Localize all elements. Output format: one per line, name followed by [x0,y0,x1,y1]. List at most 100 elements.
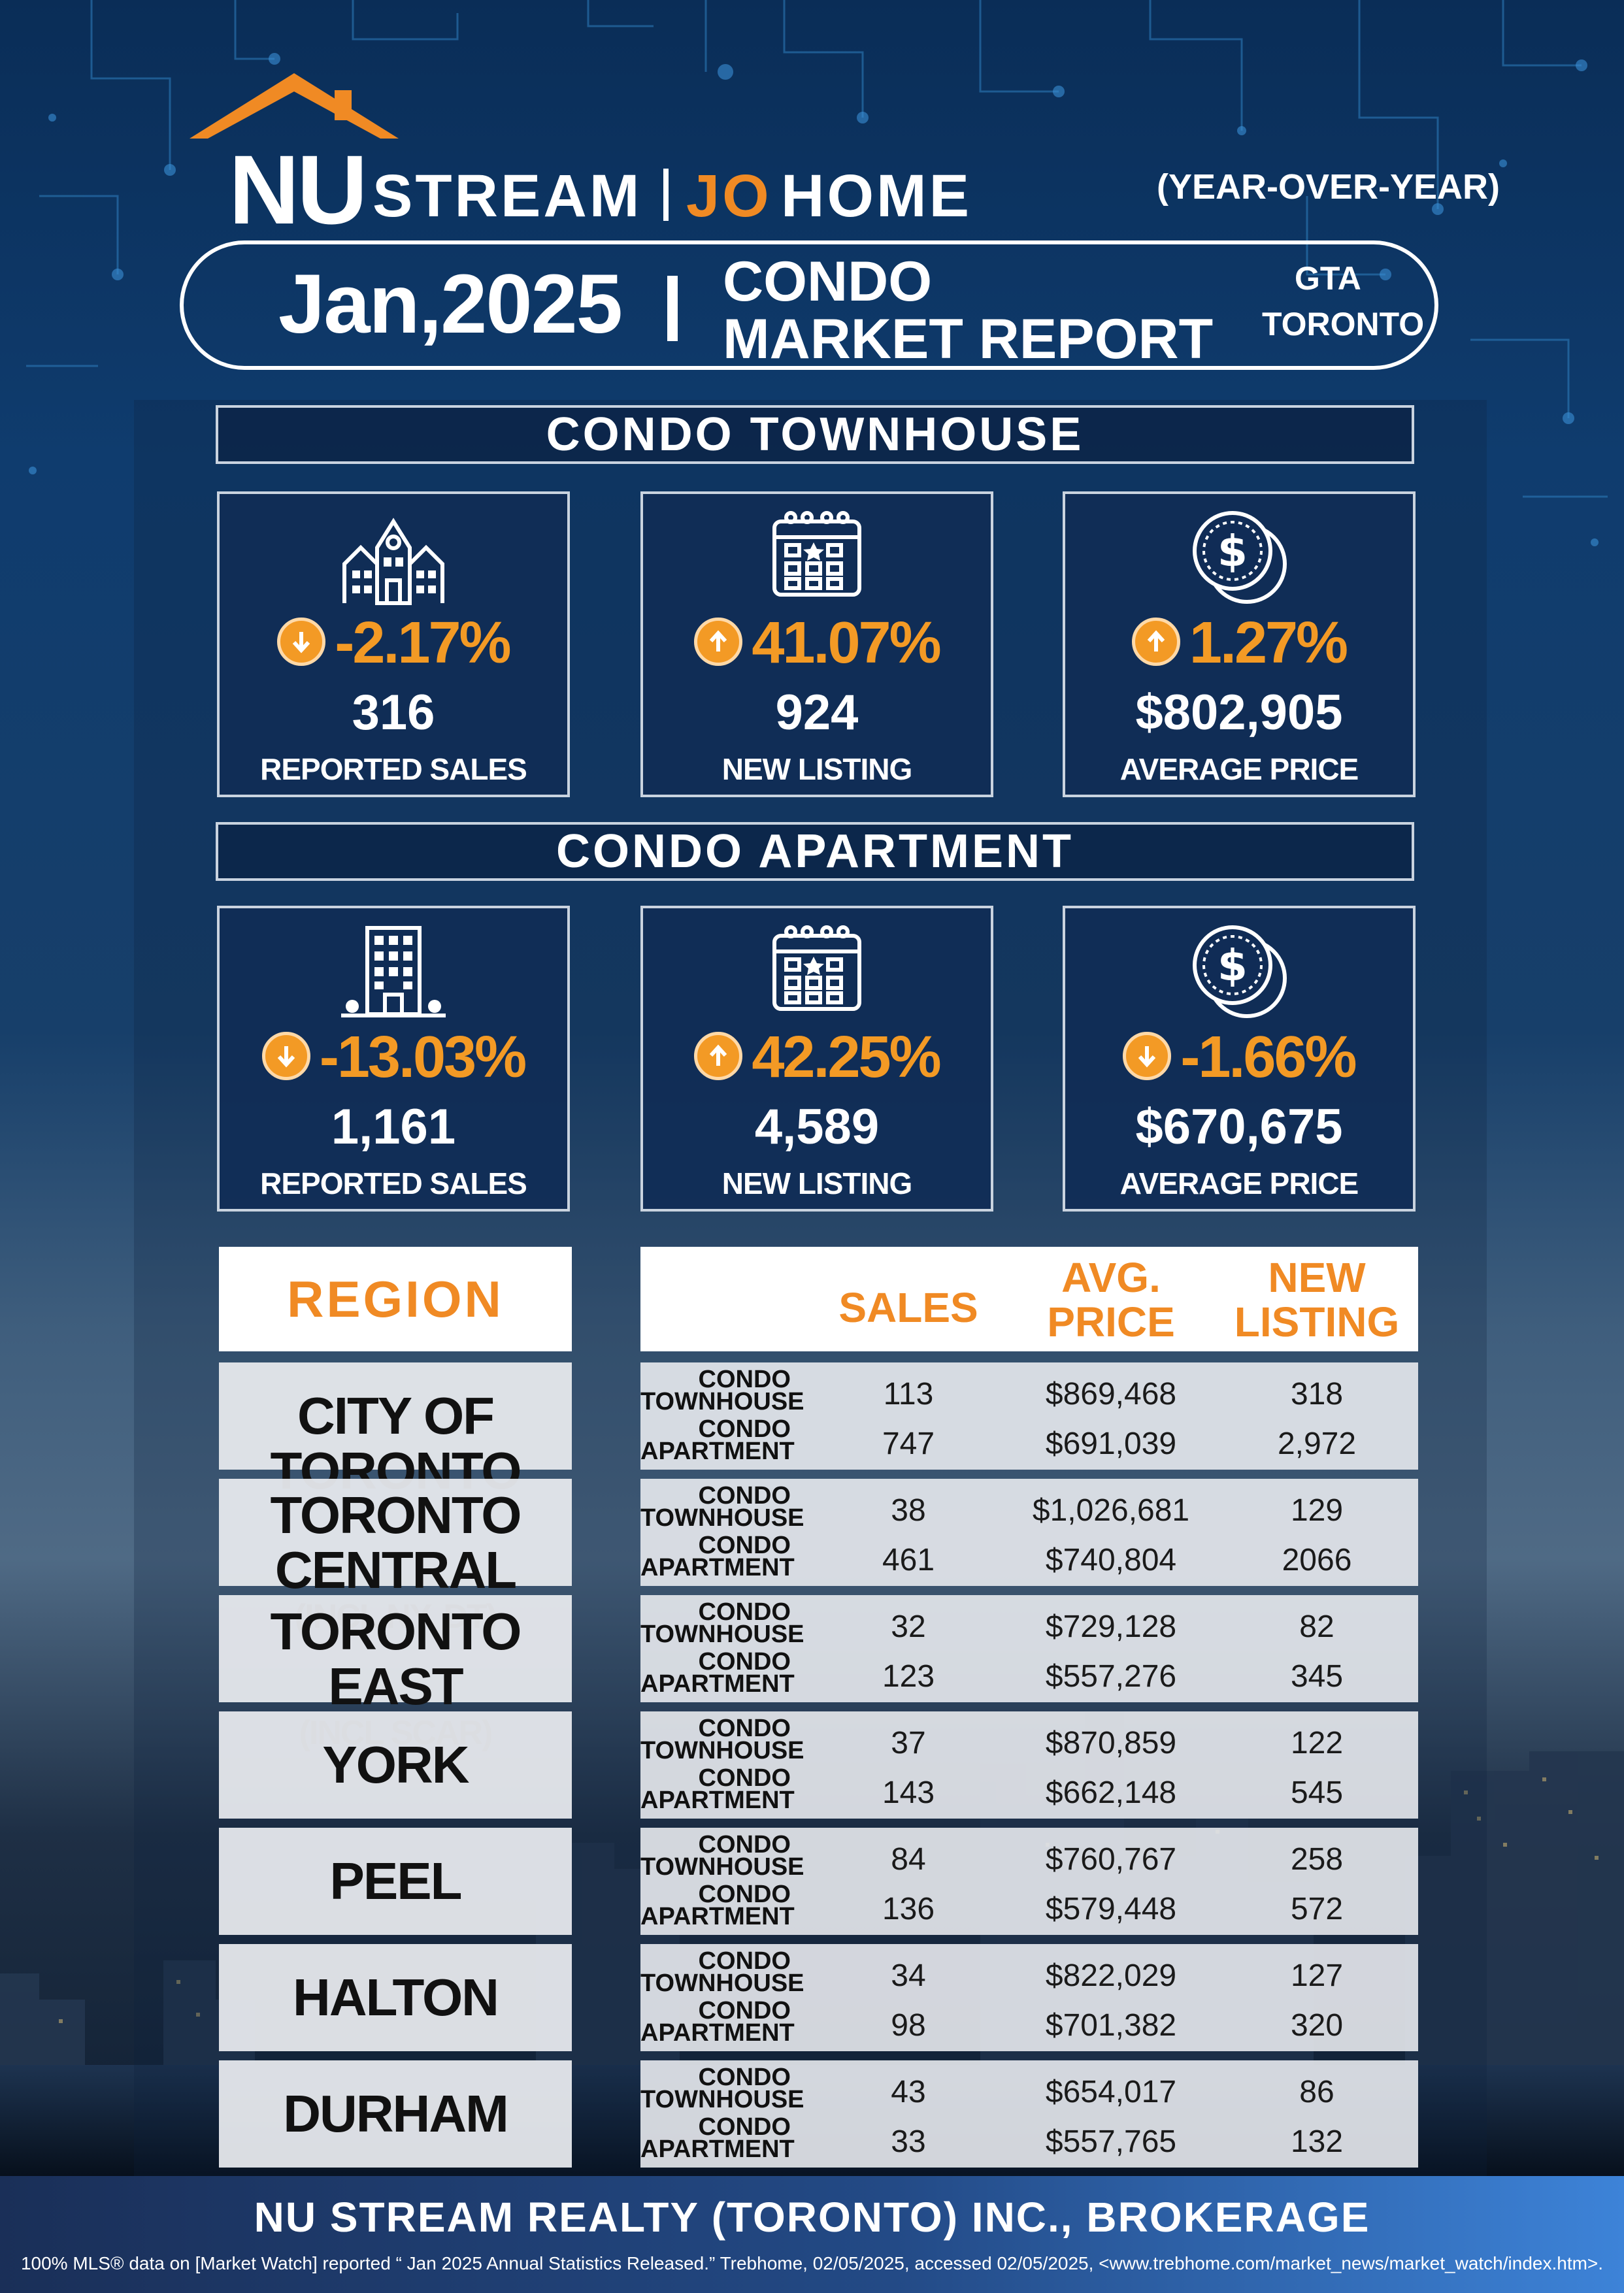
type-label-townhouse-line2: TOWNHOUSE [640,1388,804,1415]
table-row: CONDO TOWNHOUSE CONDO APARTMENT 34 $822,029 12… [640,1944,1418,2051]
region-header: REGION [219,1247,572,1351]
brand-stream: STREAM [373,163,642,229]
type-label-townhouse-line2: TOWNHOUSE [640,1504,804,1532]
townhouse-avg-price: $729,128 [1045,1609,1177,1644]
townhouse-avg-price: $870,859 [1045,1726,1177,1760]
apartment-building-icon [341,926,446,1017]
apartment-new-listing: 320 [1290,2008,1344,2043]
stat-value: 1,161 [331,1099,456,1155]
townhouse-new-listing: 129 [1290,1493,1344,1528]
type-label-apartment-line2: APARTMENT [640,1670,795,1698]
stat-change: 1.27% [1065,610,1413,676]
apartment-new-listing: 132 [1290,2124,1344,2159]
section-heading-townhouse: CONDO TOWNHOUSE [216,405,1414,464]
dollar-coins-icon: $ [1193,511,1287,604]
townhouse-avg-price: $869,468 [1045,1377,1177,1411]
stat-change-value: -2.17% [335,610,511,676]
col-header-price-line1: AVG. [1061,1254,1161,1301]
stat-change: 41.07% [643,610,991,676]
dollar-coins-icon: $ [1193,925,1287,1018]
apartment-new-listing: 2066 [1282,1543,1352,1577]
table-row: CONDO TOWNHOUSE CONDO APARTMENT 37 $870,859 12… [640,1711,1418,1819]
brand-divider [663,169,669,221]
report-date: Jan,2025 [278,257,623,351]
type-label-townhouse-line1: CONDO [698,1366,791,1393]
type-label-apartment-line2: APARTMENT [640,1438,795,1465]
apartment-sales: 33 [891,2124,926,2159]
region-cell: PEEL [219,1828,572,1935]
type-label-townhouse-line1: CONDO [698,1947,791,1975]
stat-change-value: 41.07% [752,610,941,676]
calendar-icon [772,511,861,597]
type-label-townhouse-line2: TOWNHOUSE [640,1853,804,1881]
stat-change-value: -1.66% [1180,1025,1357,1090]
apartment-new-listing: 545 [1290,1775,1344,1810]
type-label-apartment-line2: APARTMENT [640,1787,795,1814]
townhouse-avg-price: $822,029 [1045,1958,1177,1993]
stat-card-townhouse-sales: -2.17% 316 REPORTED SALES [217,491,570,797]
region-name: YORK [322,1736,469,1794]
region-cell: TORONTO CENTRAL(INCL NY, DT) [219,1479,572,1636]
brand-logo: NU STREAM JO HOME [183,65,1033,239]
stat-value: 316 [352,685,435,740]
arrow-down-icon [261,1032,310,1081]
report-title-line2: MARKET REPORT [723,308,1214,371]
stat-value: 4,589 [754,1099,880,1155]
apartment-avg-price: $691,039 [1045,1427,1177,1461]
type-label-apartment-line2: APARTMENT [640,1554,795,1581]
area-line2: TORONTO [1262,306,1425,342]
stat-value: $670,675 [1135,1099,1343,1155]
stat-change-value: 42.25% [752,1025,941,1090]
region-name: TORONTO EAST [270,1602,522,1715]
region-name: TORONTO CENTRAL [270,1486,522,1599]
apartment-sales: 143 [882,1775,935,1810]
stat-change: -13.03% [220,1025,567,1090]
report-title-line1: CONDO [723,250,933,313]
type-label-apartment-line2: APARTMENT [640,2019,795,2047]
region-cell: HALTON [219,1944,572,2051]
type-label-townhouse-line1: CONDO [698,2064,791,2091]
region-name: CITY OF TORONTO [270,1387,522,1500]
apartment-sales: 123 [882,1659,935,1694]
col-header-listing-line2: LISTING [1234,1298,1400,1345]
apartment-sales: 98 [891,2008,926,2043]
type-label-townhouse-line1: CONDO [698,1715,791,1742]
brand-home: HOME [781,163,972,229]
stat-card-apartment-listing: 42.25% 4,589 NEW LISTING [640,906,993,1212]
townhouse-new-listing: 127 [1290,1958,1344,1993]
calendar-icon [772,925,861,1011]
region-name: PEEL [329,1852,463,1910]
stat-value: $802,905 [1135,685,1343,740]
section-heading-apartment: CONDO APARTMENT [216,822,1414,881]
region-cell: CITY OF TORONTO [219,1362,572,1498]
townhouse-icon [342,518,444,605]
table-row: CONDO TOWNHOUSE CONDO APARTMENT 32 $729,128 82… [640,1595,1418,1702]
apartment-sales: 136 [882,1892,935,1926]
table-row: CONDO TOWNHOUSE CONDO APARTMENT 113 $869,468 3… [640,1362,1418,1470]
table-row: CONDO TOWNHOUSE CONDO APARTMENT 38 $1,026,681… [640,1479,1418,1586]
type-label-apartment-line1: CONDO [698,1881,791,1908]
townhouse-avg-price: $1,026,681 [1032,1493,1190,1528]
stat-label: NEW LISTING [721,1166,913,1200]
townhouse-new-listing: 318 [1290,1377,1344,1411]
stat-label: AVERAGE PRICE [1119,1166,1359,1200]
apartment-avg-price: $557,765 [1045,2124,1177,2159]
table-column-headers: SALES AVG. PRICE NEW LISTING [640,1247,1418,1351]
stat-label: REPORTED SALES [260,1166,527,1200]
townhouse-new-listing: 258 [1290,1842,1344,1877]
region-cell: TORONTO EAST(INCL SCAR) [219,1595,572,1752]
region-name: HALTON [293,1968,499,2026]
type-label-apartment-line1: CONDO [698,1764,791,1792]
arrow-down-icon [277,618,326,667]
type-label-apartment-line1: CONDO [698,2113,791,2141]
svg-text:$: $ [1218,526,1248,576]
townhouse-avg-price: $654,017 [1045,2075,1177,2109]
period-type: (YEAR-OVER-YEAR) [1157,167,1500,206]
apartment-new-listing: 572 [1290,1892,1344,1926]
apartment-avg-price: $740,804 [1045,1543,1177,1577]
stat-card-apartment-sales: -13.03% 1,161 REPORTED SALES [217,906,570,1212]
table-row: CONDO TOWNHOUSE CONDO APARTMENT 84 $760,767 25… [640,1828,1418,1935]
type-label-apartment-line1: CONDO [698,1532,791,1559]
townhouse-sales: 113 [883,1377,934,1411]
townhouse-new-listing: 82 [1299,1609,1334,1644]
